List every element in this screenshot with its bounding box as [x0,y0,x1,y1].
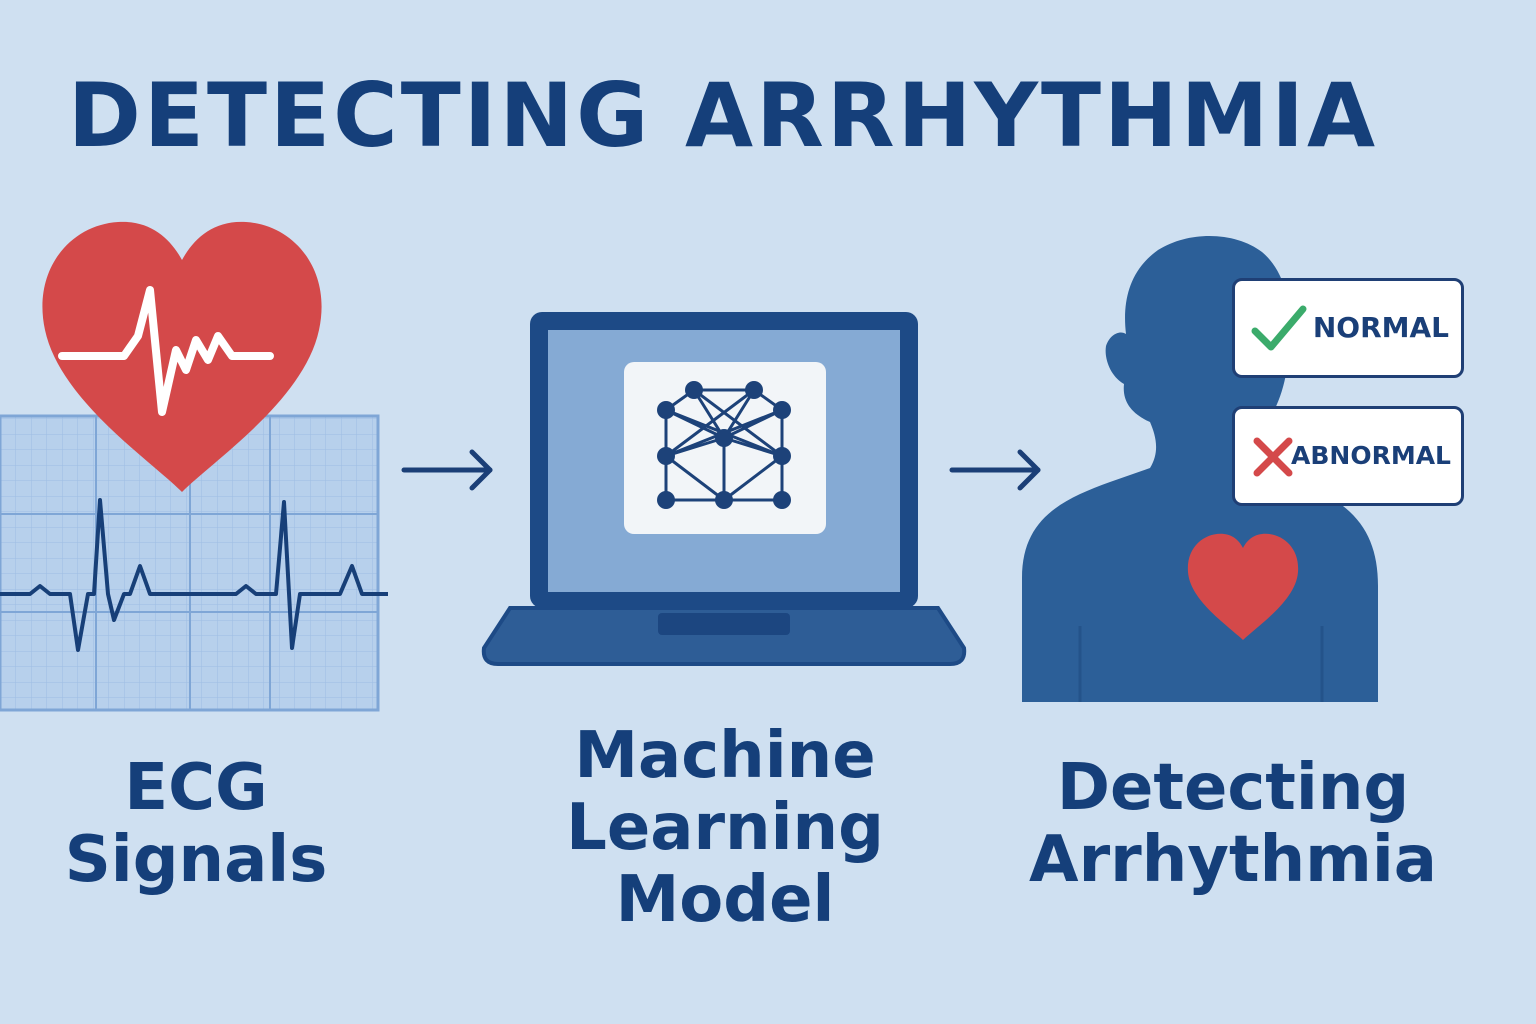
ml-model-caption: Machine Learning Model [520,720,930,936]
arrow-right-icon [401,449,493,491]
normal-label: NORMAL [1312,311,1449,344]
normal-result-box: NORMAL [1232,278,1464,378]
heart-icon [1187,533,1299,640]
caption-line: Model [615,863,835,937]
neural-network-icon [657,381,791,509]
heart-icon [42,221,322,492]
cross-icon [1253,437,1293,477]
caption-line: Machine [574,719,876,793]
caption-line: Learning [566,791,884,865]
ecg-waveform [0,498,388,652]
caption-line: Signals [64,823,328,897]
ecg-signals-caption: ECG Signals [0,752,392,896]
abnormal-label: ABNORMAL [1291,441,1451,470]
abnormal-result-box: ABNORMAL [1232,406,1464,506]
arrow-right-icon [949,449,1041,491]
caption-line: Arrhythmia [1029,823,1437,897]
caption-line: Detecting [1056,751,1410,825]
page-title: DETECTING ARRHYTHMIA [67,64,1379,167]
detecting-arrhythmia-caption: Detecting Arrhythmia [1000,752,1466,896]
check-icon [1251,305,1307,351]
caption-line: ECG [124,751,268,825]
